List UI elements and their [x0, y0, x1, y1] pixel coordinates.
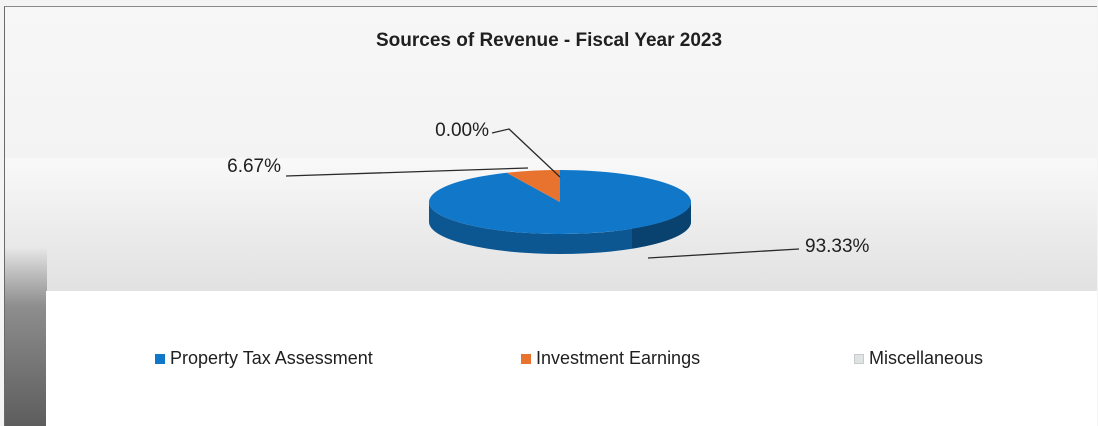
chart-title: Sources of Revenue - Fiscal Year 2023 — [375, 30, 723, 51]
legend-swatch-investment-earnings — [521, 353, 531, 364]
pie-slice-property-tax — [429, 170, 692, 234]
leader-line-miscellaneous — [491, 128, 561, 178]
legend-label-property-tax: Property Tax Assessment — [170, 348, 373, 368]
legend-item-miscellaneous: Miscellaneous — [854, 348, 983, 369]
pie-side-property-tax — [429, 202, 691, 254]
legend-item-investment-earnings: Investment Earnings — [521, 348, 700, 369]
leader-line-investment-earnings — [285, 167, 529, 177]
pie-side-shade — [632, 202, 691, 249]
legend-item-property-tax: Property Tax Assessment — [155, 348, 373, 369]
legend-swatch-miscellaneous — [854, 353, 864, 364]
data-label-miscellaneous: 0.00% — [435, 120, 489, 141]
legend-panel — [46, 291, 1097, 426]
legend-label-investment-earnings: Investment Earnings — [536, 348, 701, 368]
data-label-property-tax: 93.33% — [805, 236, 870, 257]
left-shadow-band — [5, 7, 47, 426]
pie-slice-investment-earnings — [506, 170, 560, 202]
data-label-investment-earnings: 6.67% — [227, 156, 281, 177]
chart-frame — [4, 6, 1097, 426]
legend-label-miscellaneous: Miscellaneous — [869, 348, 984, 368]
legend-swatch-property-tax — [155, 353, 165, 364]
leader-line-property-tax — [647, 248, 800, 259]
